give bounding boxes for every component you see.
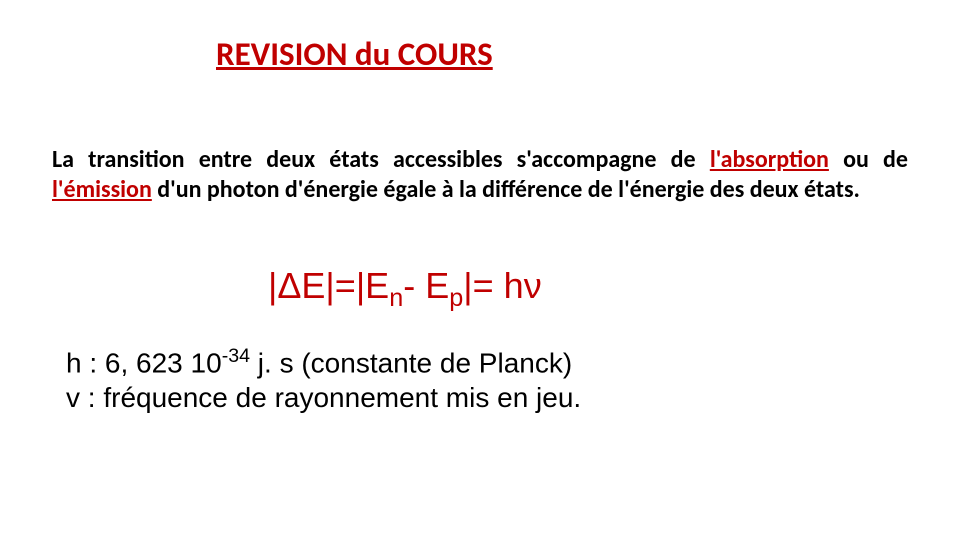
body-emph-emission: l'émission bbox=[52, 175, 152, 204]
formula-sub-p: p bbox=[449, 284, 463, 312]
formula-space bbox=[415, 265, 425, 306]
body-post: d'un photon d'énergie égale à la différe… bbox=[152, 175, 860, 204]
slide-title: REVISION du COURS bbox=[216, 34, 493, 74]
formula-bar: | bbox=[268, 265, 277, 306]
planck-pre: h : 6, 623 10 bbox=[66, 347, 222, 378]
frequency-line: v : fréquence de rayonnement mis en jeu. bbox=[66, 380, 581, 415]
formula-bar: | bbox=[356, 265, 365, 306]
formula-E: E bbox=[301, 265, 325, 306]
planck-exponent: -34 bbox=[222, 345, 250, 367]
planck-constant-line: h : 6, 623 10-34 j. s (constante de Plan… bbox=[66, 344, 581, 380]
constants-block: h : 6, 623 10-34 j. s (constante de Plan… bbox=[66, 344, 581, 415]
formula-eq: = bbox=[473, 265, 494, 306]
body-emph-absorption: l'absorption bbox=[710, 145, 829, 174]
formula-bar: | bbox=[325, 265, 334, 306]
formula-minus: - bbox=[403, 265, 415, 306]
formula-h: h bbox=[504, 265, 524, 306]
formula-bar: | bbox=[463, 265, 472, 306]
formula-E: E bbox=[425, 265, 449, 306]
formula-E: E bbox=[365, 265, 389, 306]
energy-formula: |ΔE|=|En- Ep|= hν bbox=[268, 265, 542, 313]
formula-space bbox=[494, 265, 504, 306]
planck-post: j. s (constante de Planck) bbox=[250, 347, 572, 378]
formula-eq: = bbox=[335, 265, 356, 306]
formula-sub-n: n bbox=[389, 284, 403, 312]
body-mid: ou de bbox=[829, 145, 908, 174]
formula-nu: ν bbox=[524, 265, 542, 306]
definition-paragraph: La transition entre deux états accessibl… bbox=[52, 145, 908, 205]
body-pre: La transition entre deux états accessibl… bbox=[52, 145, 710, 174]
slide: REVISION du COURS La transition entre de… bbox=[0, 0, 960, 540]
formula-delta: Δ bbox=[277, 265, 301, 306]
